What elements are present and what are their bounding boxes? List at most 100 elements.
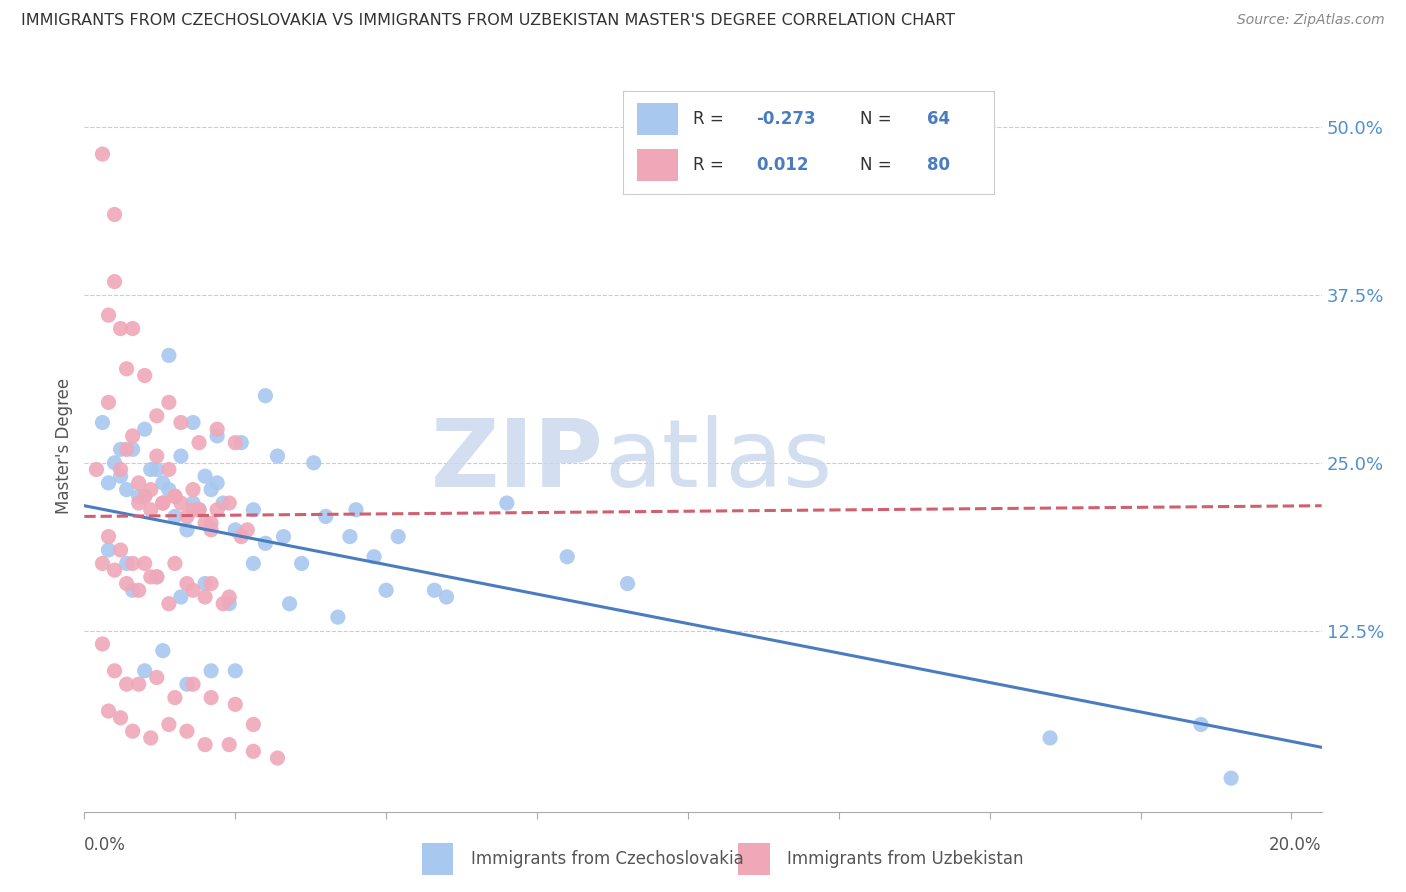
Point xyxy=(128,583,150,598)
Point xyxy=(163,690,186,705)
Point xyxy=(194,590,217,604)
Point xyxy=(121,557,143,571)
Point xyxy=(115,361,138,376)
Point xyxy=(363,549,385,564)
Point xyxy=(115,557,138,571)
Point xyxy=(212,496,235,510)
Point xyxy=(91,637,114,651)
Point xyxy=(97,475,120,490)
Point xyxy=(110,462,132,476)
Point xyxy=(121,321,143,335)
Point xyxy=(200,523,222,537)
Point xyxy=(194,738,217,752)
Point xyxy=(205,422,228,436)
Point xyxy=(231,435,253,450)
Point xyxy=(188,435,211,450)
Point xyxy=(163,489,186,503)
Point xyxy=(194,576,217,591)
Point xyxy=(181,502,204,516)
Point xyxy=(157,395,180,409)
Point xyxy=(110,321,132,335)
Point xyxy=(423,583,446,598)
Point xyxy=(115,483,138,497)
Point xyxy=(254,536,277,550)
Point xyxy=(176,509,198,524)
Point xyxy=(157,597,180,611)
Point xyxy=(103,275,125,289)
Point xyxy=(188,502,211,516)
Point xyxy=(194,516,217,531)
Point xyxy=(110,711,132,725)
Text: Source: ZipAtlas.com: Source: ZipAtlas.com xyxy=(1237,13,1385,28)
Point xyxy=(103,207,125,221)
Point xyxy=(128,475,150,490)
Text: Immigrants from Czechoslovakia: Immigrants from Czechoslovakia xyxy=(471,850,744,868)
Point xyxy=(1220,771,1243,785)
Point xyxy=(157,348,180,362)
Point xyxy=(134,422,156,436)
Point xyxy=(205,429,228,443)
Point xyxy=(231,530,253,544)
Text: ZIP: ZIP xyxy=(432,415,605,507)
Point xyxy=(555,549,578,564)
Point xyxy=(254,389,277,403)
Point xyxy=(200,576,222,591)
Point xyxy=(236,523,259,537)
Point xyxy=(91,416,114,430)
Point xyxy=(170,449,193,463)
Point xyxy=(91,147,114,161)
Point xyxy=(128,677,150,691)
Point xyxy=(436,590,458,604)
Point xyxy=(218,496,240,510)
Point xyxy=(387,530,409,544)
Point xyxy=(110,442,132,457)
Point xyxy=(110,543,132,558)
Point xyxy=(134,489,156,503)
Point xyxy=(181,677,204,691)
Point xyxy=(146,409,169,423)
Point xyxy=(97,530,120,544)
Point xyxy=(134,489,156,503)
Point xyxy=(200,664,222,678)
Point xyxy=(170,496,193,510)
Point xyxy=(188,502,211,516)
Text: 20.0%: 20.0% xyxy=(1270,836,1322,854)
Point xyxy=(157,462,180,476)
Point xyxy=(139,502,162,516)
Point xyxy=(266,751,288,765)
Point xyxy=(326,610,349,624)
Point xyxy=(176,677,198,691)
Point xyxy=(97,395,120,409)
Point xyxy=(146,570,169,584)
Point xyxy=(163,489,186,503)
Point xyxy=(176,724,198,739)
Point xyxy=(1189,717,1212,731)
Point xyxy=(128,489,150,503)
Point xyxy=(315,509,337,524)
Point xyxy=(97,308,120,322)
Point xyxy=(224,523,246,537)
Point xyxy=(212,597,235,611)
Point xyxy=(344,502,367,516)
Point xyxy=(115,677,138,691)
Point xyxy=(194,469,217,483)
Point xyxy=(205,502,228,516)
Point xyxy=(134,664,156,678)
Point xyxy=(139,731,162,745)
Point xyxy=(139,462,162,476)
Point xyxy=(152,643,174,657)
Y-axis label: Master's Degree: Master's Degree xyxy=(55,378,73,514)
Point xyxy=(218,738,240,752)
Point xyxy=(242,744,264,758)
Point xyxy=(616,576,638,591)
Point xyxy=(291,557,314,571)
Point xyxy=(200,483,222,497)
Point xyxy=(157,483,180,497)
Point xyxy=(110,469,132,483)
Point xyxy=(224,664,246,678)
Text: Immigrants from Uzbekistan: Immigrants from Uzbekistan xyxy=(787,850,1024,868)
Point xyxy=(339,530,361,544)
Point xyxy=(181,583,204,598)
Point xyxy=(242,502,264,516)
Point xyxy=(97,543,120,558)
